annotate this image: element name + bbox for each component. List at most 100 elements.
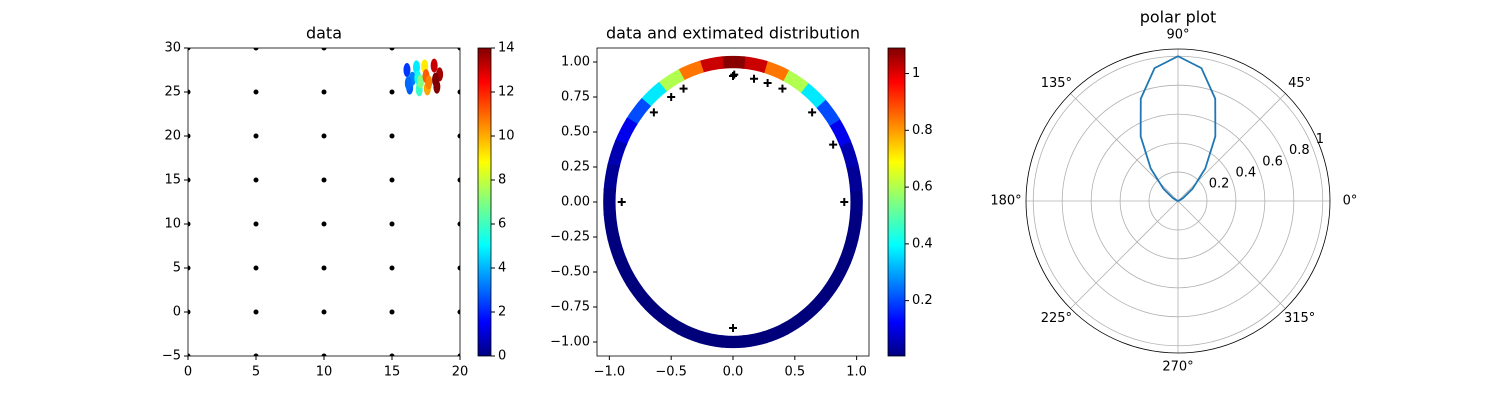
point (389, 353, 395, 356)
colorbar-tick-label: 4 (498, 261, 506, 276)
ring-segment (814, 98, 841, 127)
ring-segment (781, 311, 809, 335)
point (253, 177, 259, 183)
r-tick-label: 0.4 (1235, 165, 1256, 180)
ring-segment (720, 55, 746, 69)
y-tick-label: 1.00 (561, 55, 590, 70)
theta-tick-label: 270° (1162, 360, 1193, 375)
ring-segment (846, 163, 863, 192)
point (321, 48, 327, 51)
point (321, 177, 327, 183)
ring-segment (741, 330, 768, 348)
colored-point (425, 75, 433, 90)
x-tick-label: 5 (252, 365, 260, 380)
point (457, 353, 460, 356)
ring-segment (625, 98, 652, 127)
y-tick-label: 20 (164, 129, 181, 144)
point (321, 221, 327, 227)
point (389, 221, 395, 227)
theta-tick-label: 90° (1166, 28, 1189, 43)
point (253, 133, 259, 139)
point (253, 89, 259, 95)
axes-frame (187, 47, 461, 357)
point (253, 221, 259, 227)
ring-segment (828, 257, 852, 287)
point (188, 265, 191, 271)
ring-segment (603, 163, 620, 192)
colorbar-tick-label: 6 (498, 217, 506, 232)
colorbar-tick-label: 2 (498, 305, 506, 320)
colored-point (412, 60, 420, 75)
theta-grid (1177, 200, 1286, 309)
y-tick-label: 30 (164, 41, 181, 56)
plot-area (603, 55, 863, 349)
theta-grid (1070, 200, 1179, 309)
ring-segment (838, 235, 859, 265)
point (457, 265, 460, 271)
point (389, 309, 395, 315)
colorbar-tick-label: 0.4 (912, 236, 933, 251)
colorbar-tick-label: 8 (498, 173, 506, 188)
colorbar-tick-label: 1 (912, 66, 920, 81)
point (457, 89, 460, 95)
ring-segment (640, 81, 667, 109)
colorbar-tick-label: 0.6 (912, 180, 933, 195)
plus-marker (679, 84, 688, 93)
plus-marker (729, 324, 737, 332)
ring-segment (814, 277, 841, 306)
plus-marker (730, 70, 739, 79)
ring-segment (640, 295, 667, 323)
point (188, 133, 191, 139)
r-tick-label: 0.8 (1289, 143, 1310, 158)
y-tick-label: 0.50 (561, 125, 590, 140)
ring-segment (607, 235, 628, 265)
ring-segment (838, 139, 859, 169)
chart-title: data and extimated distribution (606, 24, 860, 43)
x-tick-label: 0.0 (723, 365, 744, 380)
ring-segment (799, 295, 826, 323)
ring-segment (625, 277, 652, 306)
ring-segment (781, 69, 809, 93)
point (457, 177, 460, 183)
x-tick-label: 0.5 (784, 365, 805, 380)
y-tick-label: 0 (173, 305, 181, 320)
point (188, 353, 191, 356)
ring-segment (676, 322, 704, 344)
colored-point (404, 76, 412, 91)
theta-tick-label: 0° (1343, 194, 1358, 209)
point (321, 309, 327, 315)
point (457, 133, 460, 139)
point (321, 89, 327, 95)
y-tick-label: −1.00 (550, 335, 590, 350)
y-tick-label: 0.75 (561, 90, 590, 105)
x-tick-label: 0 (184, 365, 192, 380)
point (389, 48, 395, 51)
ring-segment (698, 330, 725, 348)
chart-title: polar plot (1140, 8, 1217, 27)
plus-marker (750, 74, 759, 83)
y-tick-label: −5 (162, 349, 181, 364)
ring-segment (741, 56, 768, 74)
point (457, 221, 460, 227)
y-tick-label: 0.25 (561, 160, 590, 175)
point (457, 309, 460, 315)
y-tick-label: 0.00 (561, 195, 590, 210)
ring-segment (762, 60, 790, 82)
y-tick-label: 25 (164, 85, 181, 100)
theta-tick-label: 45° (1288, 76, 1311, 91)
point (188, 309, 191, 315)
y-tick-label: 15 (164, 173, 181, 188)
point (188, 89, 191, 95)
x-tick-label: −0.5 (655, 365, 687, 380)
plus-marker (763, 79, 772, 87)
y-tick-label: −0.25 (550, 230, 590, 245)
y-tick-label: 10 (164, 217, 181, 232)
point (389, 133, 395, 139)
plus-marker (778, 84, 787, 93)
ring-segment (614, 117, 638, 147)
point (253, 265, 259, 271)
point (321, 133, 327, 139)
colored-point (417, 74, 425, 89)
y-tick-label: −0.75 (550, 300, 590, 315)
point (188, 177, 191, 183)
